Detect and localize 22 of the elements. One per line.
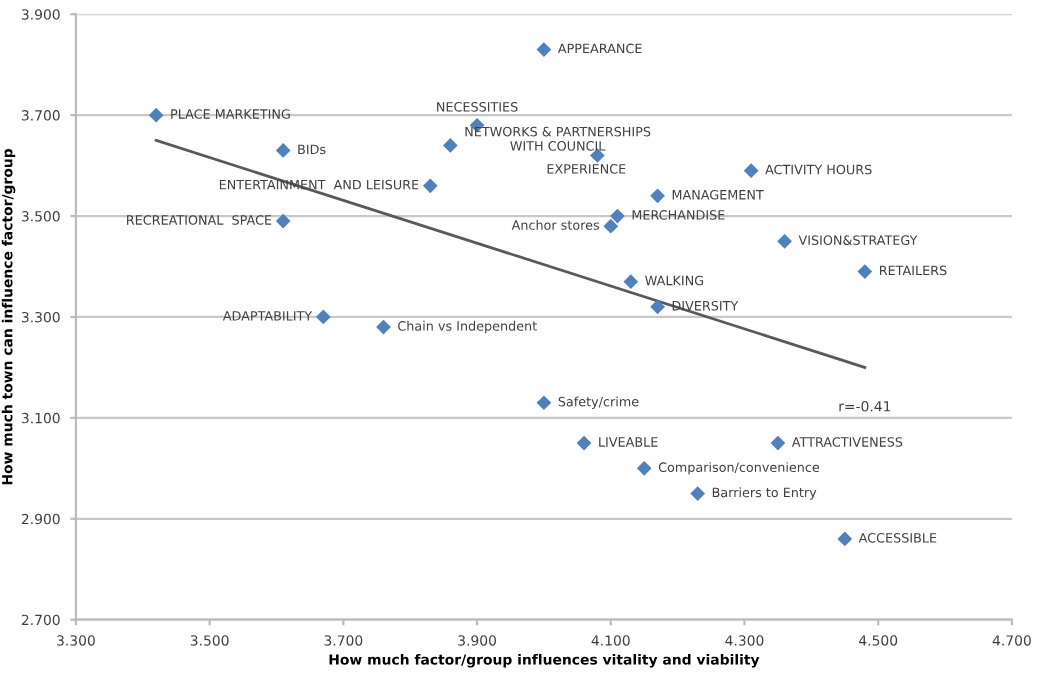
point — [743, 163, 759, 178]
point — [857, 264, 873, 279]
point — [536, 42, 552, 57]
point — [275, 143, 291, 158]
point — [536, 395, 552, 411]
point — [442, 138, 458, 153]
point — [636, 460, 652, 476]
point — [837, 531, 853, 547]
point — [650, 188, 665, 204]
point — [650, 299, 665, 315]
point — [275, 213, 291, 229]
point — [610, 208, 625, 224]
point — [148, 107, 164, 123]
point — [623, 274, 639, 289]
point — [603, 218, 619, 234]
point — [777, 233, 792, 249]
point — [422, 178, 438, 194]
point — [315, 309, 331, 325]
point — [690, 486, 706, 501]
point — [770, 435, 786, 451]
point — [376, 319, 391, 335]
point — [576, 435, 592, 451]
